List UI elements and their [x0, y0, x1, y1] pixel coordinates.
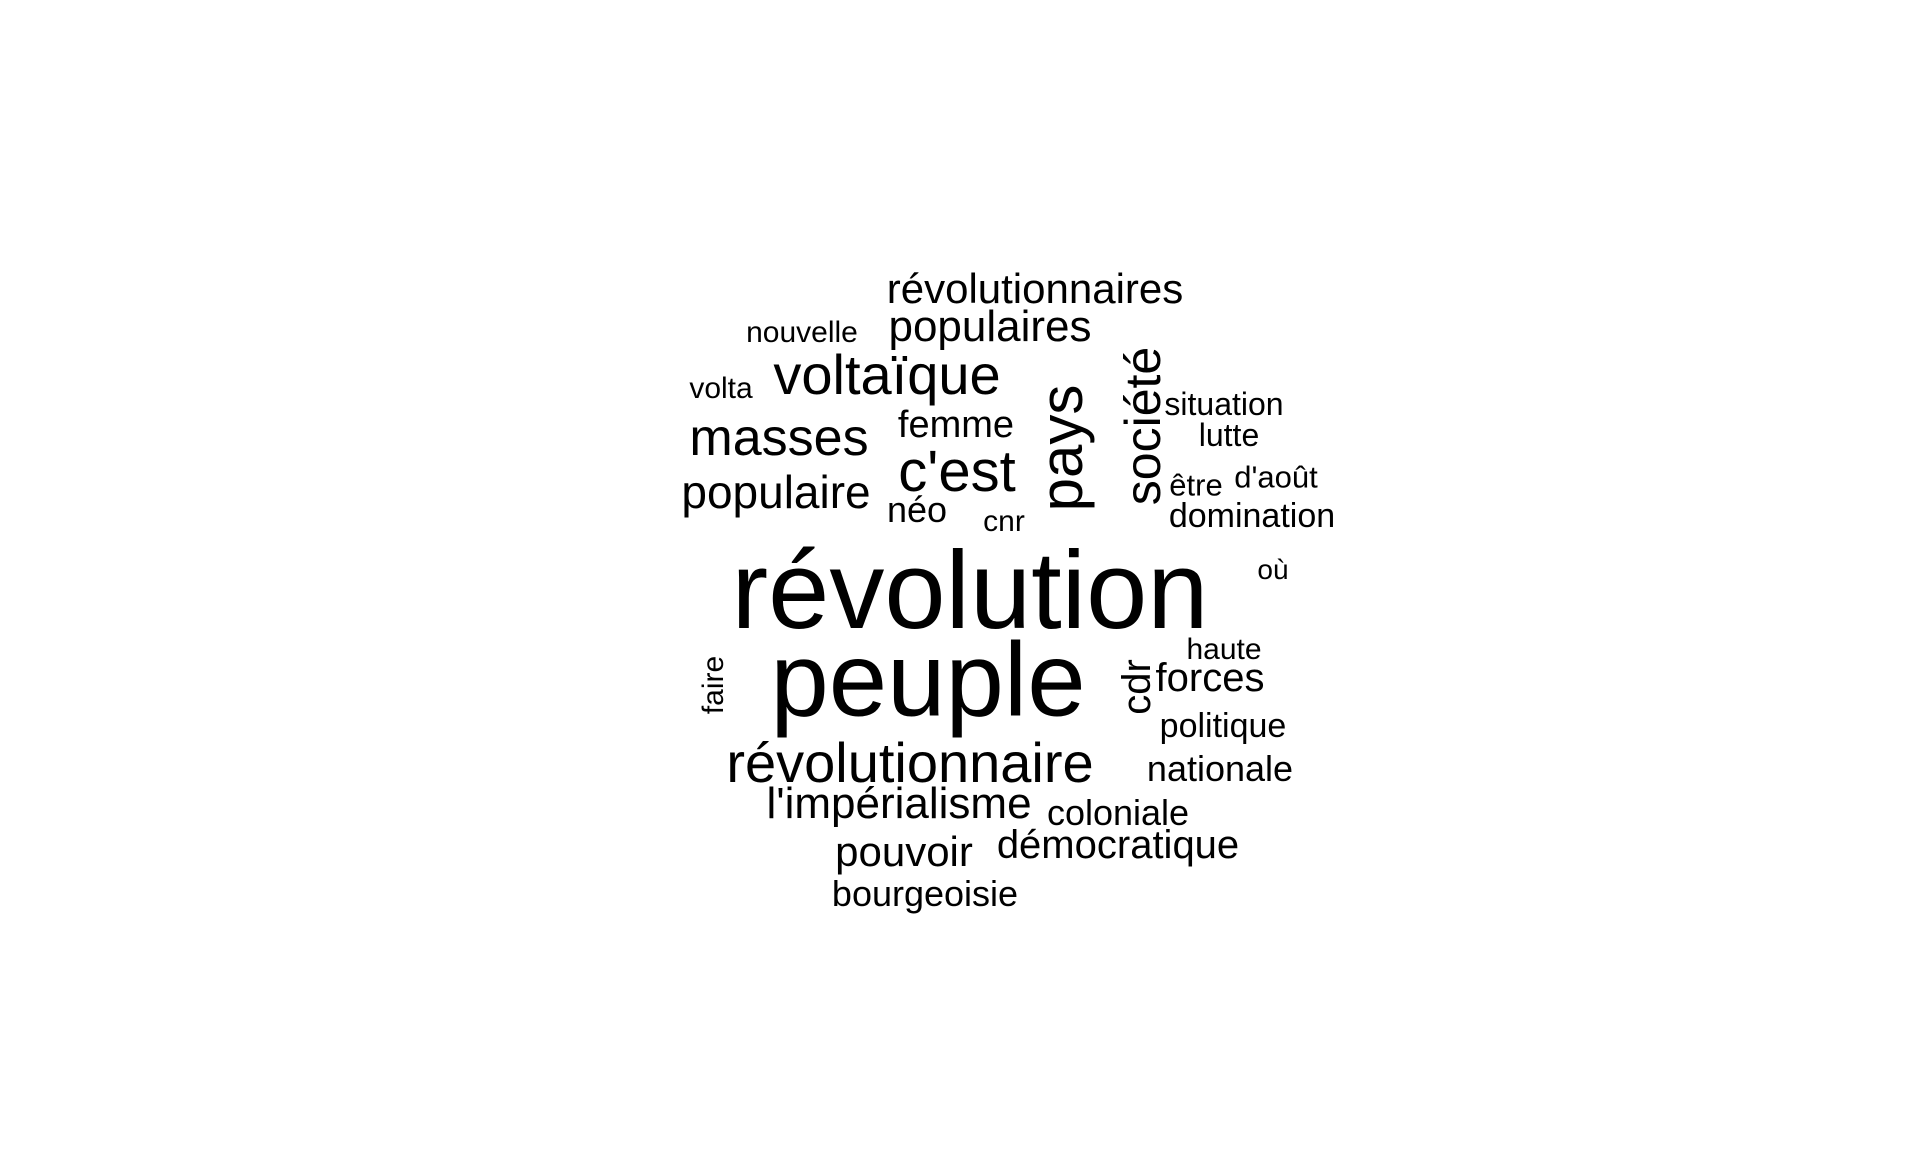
word-ou: où: [1257, 554, 1289, 585]
word-faire: faire: [697, 655, 730, 715]
word-societe: société: [1115, 346, 1171, 506]
word-revolution: révolution: [731, 529, 1209, 652]
word-cnr: cnr: [983, 505, 1025, 538]
word-revolutionnaire: révolutionnaire: [726, 731, 1094, 794]
word-masses: masses: [689, 409, 869, 467]
word-bourgeoisie: bourgeoisie: [831, 873, 1019, 914]
word-volta: volta: [689, 372, 753, 405]
word-cest: c'est: [898, 439, 1016, 504]
word-voltaique: voltaïque: [773, 343, 1001, 406]
word-neo: néo: [886, 489, 948, 530]
word-cdr: cdr: [1115, 659, 1159, 715]
word-populaire: populaire: [681, 466, 871, 518]
word-lutte: lutte: [1198, 417, 1260, 453]
word-politique: politique: [1159, 707, 1287, 745]
word-etre: être: [1169, 467, 1223, 503]
word-coloniale: coloniale: [1046, 792, 1190, 833]
word-nationale: nationale: [1146, 748, 1294, 789]
word-populaires: populaires: [888, 302, 1092, 351]
word-daout: d'août: [1234, 459, 1318, 495]
word-domination: domination: [1168, 497, 1336, 535]
word-pays: pays: [1028, 384, 1095, 512]
word-revolutionnaires: révolutionnaires: [886, 265, 1184, 312]
word-femme: femme: [897, 404, 1015, 446]
word-peuple: peuple: [770, 621, 1086, 739]
word-limperialisme: l'impérialisme: [766, 779, 1032, 828]
word-forces: forces: [1155, 656, 1265, 700]
word-democratique: démocratique: [996, 823, 1240, 867]
word-pouvoir: pouvoir: [835, 828, 973, 875]
word-situation: situation: [1164, 386, 1284, 422]
word-haute: haute: [1186, 633, 1262, 666]
word-nouvelle: nouvelle: [746, 316, 858, 349]
